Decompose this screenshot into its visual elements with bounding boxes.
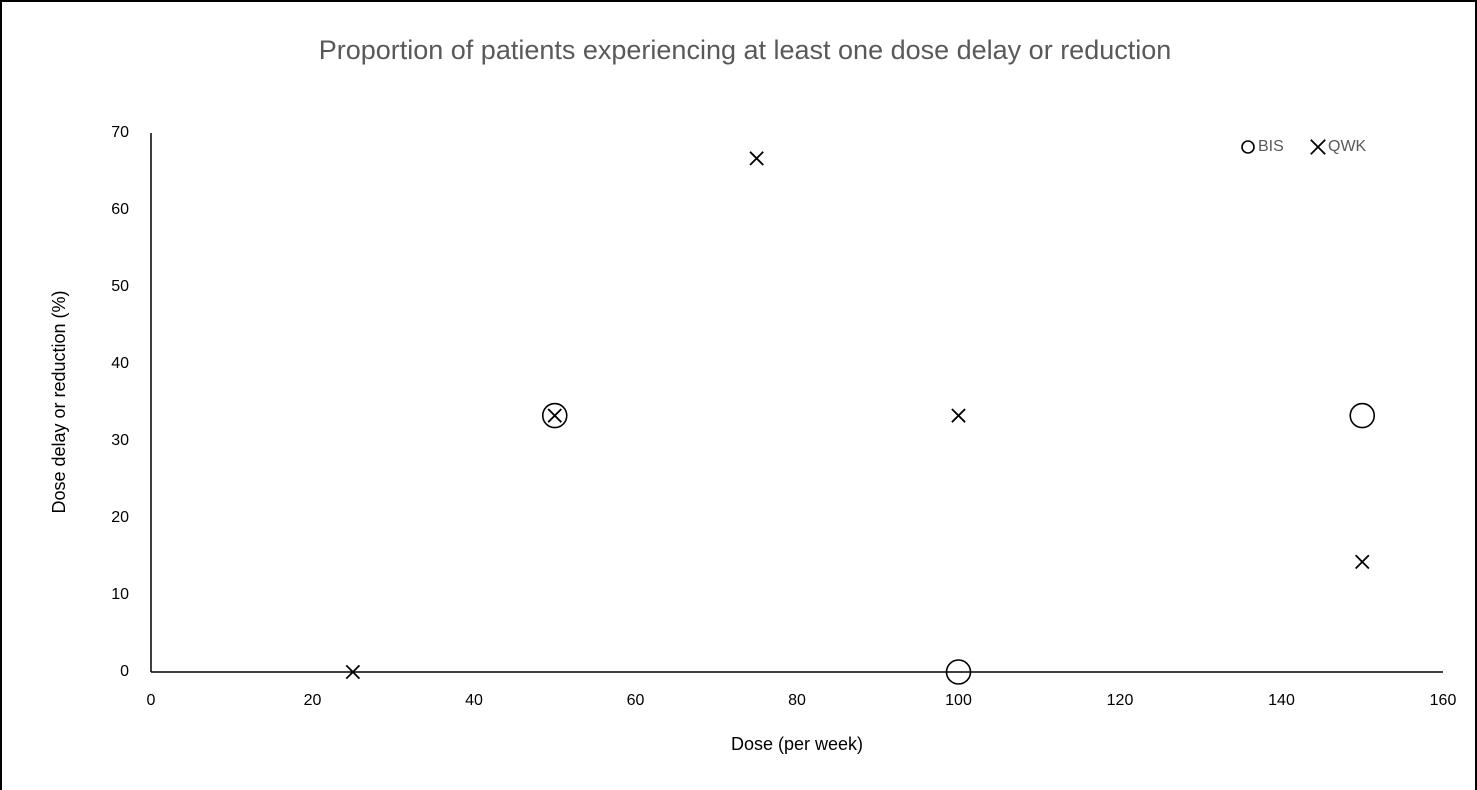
legend-label: BIS xyxy=(1258,138,1284,155)
x-tick-label: 100 xyxy=(945,692,972,709)
y-axis-label: Dose delay or reduction (%) xyxy=(49,290,69,513)
marker-circle xyxy=(1349,402,1376,429)
legend-marker xyxy=(1310,139,1326,155)
marker-x xyxy=(749,151,764,166)
legend-marker xyxy=(1241,140,1255,154)
y-tick-label: 10 xyxy=(111,586,129,603)
x-tick-label: 0 xyxy=(147,692,156,709)
marker-x xyxy=(547,408,562,423)
x-tick-label: 20 xyxy=(304,692,322,709)
x-tick-label: 160 xyxy=(1430,692,1457,709)
y-tick-label: 40 xyxy=(111,355,129,372)
chart-title: Proportion of patients experiencing at l… xyxy=(319,35,1172,65)
x-tick-label: 60 xyxy=(627,692,645,709)
y-tick-label: 50 xyxy=(111,278,129,295)
marker-circle xyxy=(541,402,568,429)
marker-x xyxy=(951,408,966,423)
y-tick-label: 70 xyxy=(111,124,129,141)
x-tick-label: 120 xyxy=(1107,692,1134,709)
y-tick-label: 0 xyxy=(120,663,129,680)
x-axis-label: Dose (per week) xyxy=(731,734,863,754)
y-tick-label: 60 xyxy=(111,201,129,218)
marker-x xyxy=(345,664,361,680)
x-tick-label: 80 xyxy=(788,692,806,709)
marker-x xyxy=(1355,554,1370,570)
marker-circle xyxy=(945,659,972,685)
y-tick-label: 30 xyxy=(111,432,129,449)
y-tick-label: 20 xyxy=(111,509,129,526)
x-tick-label: 140 xyxy=(1268,692,1295,709)
legend-label: QWK xyxy=(1328,138,1367,155)
x-tick-label: 40 xyxy=(465,692,483,709)
